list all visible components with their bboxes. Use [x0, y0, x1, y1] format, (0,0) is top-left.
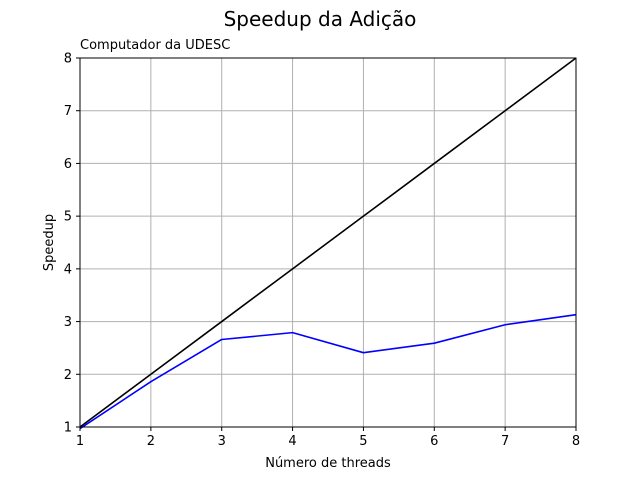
x-tick-label: 6 — [430, 434, 438, 449]
chart-subtitle: Computador da UDESC — [80, 38, 230, 53]
x-tick-label: 4 — [288, 434, 296, 449]
series-layer — [79, 57, 577, 430]
x-tick-label: 8 — [572, 434, 580, 449]
y-tick-label: 6 — [64, 157, 72, 172]
series-line-2 — [79, 313, 577, 430]
plot-frame — [79, 57, 577, 428]
x-tick-label: 7 — [501, 434, 509, 449]
series-line-1 — [79, 57, 577, 428]
x-axis-label: Número de threads — [265, 456, 391, 471]
x-tick-label: 2 — [147, 434, 155, 449]
x-tick-label: 3 — [218, 434, 226, 449]
y-tick-label: 5 — [64, 210, 72, 225]
chart-title: Speedup da Adição — [224, 7, 417, 31]
grid — [79, 57, 577, 428]
x-tick-label: 5 — [359, 434, 367, 449]
y-tick-label: 7 — [64, 104, 72, 119]
y-tick-label: 2 — [64, 368, 72, 383]
y-tick-label: 3 — [64, 315, 72, 330]
y-axis: 1 2 3 4 5 6 7 8 — [64, 52, 80, 436]
y-tick-label: 1 — [64, 421, 72, 436]
y-axis-label: Speedup — [42, 214, 57, 271]
x-axis: 1 2 3 4 5 6 7 8 — [76, 427, 580, 449]
y-tick-label: 4 — [64, 262, 72, 277]
y-tick-label: 8 — [64, 52, 72, 67]
x-tick-label: 1 — [76, 434, 84, 449]
